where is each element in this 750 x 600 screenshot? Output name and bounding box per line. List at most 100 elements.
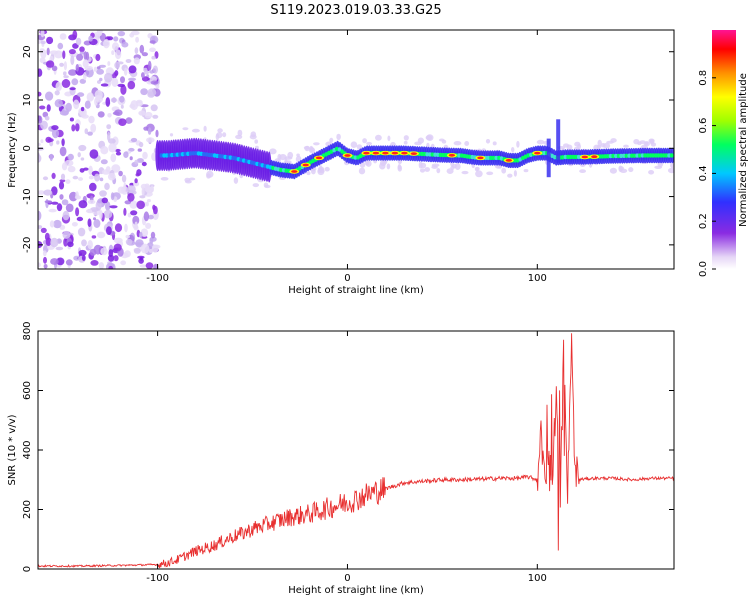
noise-speckle xyxy=(145,222,152,229)
noise-speckle xyxy=(96,231,106,239)
signal-halo xyxy=(249,134,257,140)
y-tick-label: -20 xyxy=(22,237,33,253)
noise-speckle xyxy=(153,263,159,269)
noise-speckle xyxy=(71,222,78,227)
noise-speckle xyxy=(107,61,111,66)
snr-xlabel: Height of straight line (km) xyxy=(288,585,424,596)
signal-core xyxy=(571,154,576,160)
noise-speckle xyxy=(150,185,155,193)
noise-speckle xyxy=(139,195,146,199)
noise-speckle xyxy=(93,244,103,255)
noise-speckle xyxy=(38,142,41,147)
signal-core xyxy=(188,151,193,156)
signal-hotspot xyxy=(581,155,588,159)
noise-speckle xyxy=(58,181,65,190)
signal-core xyxy=(297,166,302,171)
noise-speckle xyxy=(91,235,97,239)
x-tick-label: 0 xyxy=(344,273,350,284)
signal-halo xyxy=(233,177,239,184)
signal-core xyxy=(228,155,233,160)
colorbar-tick-label: 0.0 xyxy=(698,261,709,277)
noise-speckle xyxy=(87,240,93,250)
signal-halo xyxy=(436,168,441,174)
noise-speckle xyxy=(61,138,65,147)
noise-speckle xyxy=(49,153,53,161)
signal-hotspot xyxy=(401,151,408,155)
x-tick-label: -100 xyxy=(146,573,169,584)
signal-core xyxy=(568,154,573,160)
noise-speckle xyxy=(78,200,88,209)
noise-speckle xyxy=(155,129,159,138)
noise-speckle xyxy=(45,91,54,101)
noise-speckle xyxy=(141,161,147,167)
signal-halo xyxy=(324,166,330,172)
signal-hotspot xyxy=(534,151,541,155)
signal-halo xyxy=(454,163,461,170)
signal-halo xyxy=(188,177,196,181)
signal-halo xyxy=(513,170,518,177)
noise-speckle xyxy=(111,77,119,87)
signal-halo xyxy=(237,129,243,137)
noise-speckle xyxy=(38,91,42,97)
noise-speckle xyxy=(51,172,56,179)
signal-core xyxy=(467,154,472,159)
noise-speckle xyxy=(81,239,87,247)
y-tick-label: 800 xyxy=(22,321,33,340)
signal-halo xyxy=(387,135,391,142)
x-tick-label: 100 xyxy=(528,573,547,584)
noise-speckle xyxy=(139,256,144,261)
signal-core xyxy=(257,162,262,167)
noise-speckle xyxy=(100,247,108,256)
signal-disturbance xyxy=(556,119,561,163)
noise-speckle xyxy=(45,60,55,68)
signal-core xyxy=(635,153,639,158)
signal-core xyxy=(470,154,475,160)
colorbar-gradient xyxy=(712,30,736,269)
snr-panel: -100 0 100 0 200 400 600 800 Height of straight… xyxy=(7,321,675,596)
noise-speckle xyxy=(77,227,86,237)
noise-speckle xyxy=(135,173,140,177)
signal-core xyxy=(252,161,257,166)
noise-speckle xyxy=(43,256,47,264)
signal-core xyxy=(614,153,618,159)
signal-halo xyxy=(206,173,211,179)
signal-core xyxy=(640,153,645,158)
noise-speckle xyxy=(107,254,115,262)
noise-speckle xyxy=(46,104,51,112)
noise-speckle xyxy=(139,44,145,54)
signal-halo xyxy=(648,138,655,143)
noise-speckle xyxy=(106,226,112,236)
noise-speckle xyxy=(105,201,111,211)
signal-core xyxy=(279,167,283,173)
signal-core xyxy=(667,153,671,158)
noise-speckle xyxy=(143,70,149,75)
noise-speckle xyxy=(134,178,138,184)
signal-core xyxy=(619,153,623,159)
signal-halo xyxy=(424,167,431,172)
noise-speckle xyxy=(104,72,113,83)
signal-core xyxy=(627,153,631,158)
noise-speckle xyxy=(46,47,50,56)
signal-halo xyxy=(252,183,259,188)
noise-speckle xyxy=(42,250,47,257)
noise-speckle xyxy=(145,201,149,207)
signal-halo xyxy=(516,140,520,148)
noise-speckle xyxy=(152,114,159,119)
signal-halo xyxy=(191,128,200,133)
noise-speckle xyxy=(151,244,159,253)
noise-speckle xyxy=(71,78,79,86)
signal-hotspot xyxy=(291,170,298,173)
noise-speckle xyxy=(56,203,63,212)
noise-speckle xyxy=(125,238,133,245)
signal-halo xyxy=(464,141,470,146)
noise-speckle xyxy=(76,216,84,222)
noise-speckle xyxy=(100,83,109,87)
signal-halo xyxy=(358,167,366,175)
noise-speckle xyxy=(146,137,155,143)
noise-speckle xyxy=(108,138,116,144)
noise-speckle xyxy=(125,117,133,124)
noise-speckle xyxy=(113,36,119,42)
noise-speckle xyxy=(147,60,152,71)
noise-speckle xyxy=(104,182,110,190)
colorbar-tick-label: 0.8 xyxy=(698,70,709,86)
